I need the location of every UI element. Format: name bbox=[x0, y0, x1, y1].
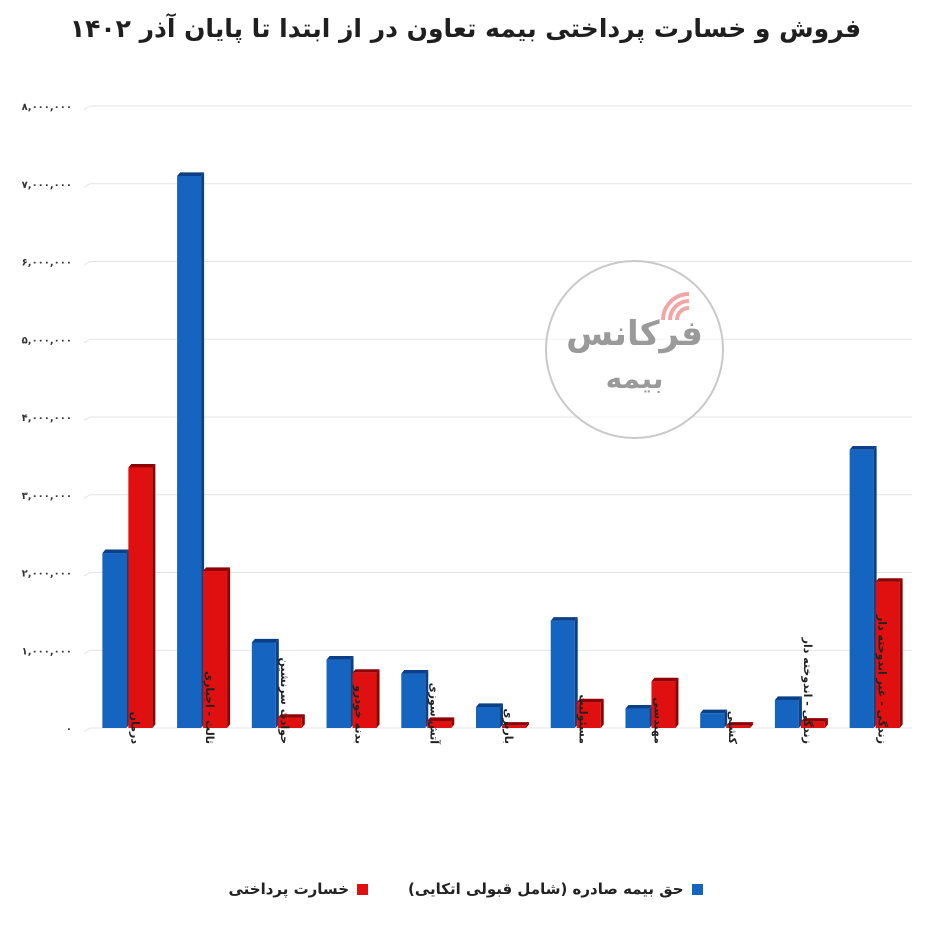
y-tick-label: ۱,۰۰۰,۰۰۰ bbox=[22, 646, 72, 657]
y-tick-label: ۳,۰۰۰,۰۰۰ bbox=[22, 491, 72, 502]
bar-premium bbox=[177, 172, 205, 729]
bar-premium bbox=[550, 617, 578, 728]
watermark-line2: بیمه bbox=[605, 362, 664, 395]
chart-title: فروش و خسارت پرداختی بیمه تعاون در از اب… bbox=[69, 14, 862, 43]
gridline-depth bbox=[83, 261, 91, 266]
y-tick-label: ۵,۰۰۰,۰۰۰ bbox=[22, 335, 72, 346]
bar-premium bbox=[700, 709, 728, 728]
x-category-label: ثالث - اجباری bbox=[203, 671, 216, 744]
x-category-label: بدنه خودرو bbox=[353, 684, 366, 744]
legend-swatch-claims bbox=[357, 883, 369, 895]
gridline-depth bbox=[83, 572, 91, 577]
bars bbox=[102, 172, 903, 729]
bar-premium bbox=[625, 704, 653, 728]
bar-claims bbox=[726, 722, 754, 728]
watermark-line1: فرکانس bbox=[566, 314, 703, 354]
x-category-label: مهندسی bbox=[651, 697, 664, 744]
bar-premium bbox=[326, 655, 354, 728]
x-category-label: حوادث سرنشین bbox=[278, 658, 291, 745]
y-axis-ticks: ۰ ۱,۰۰۰,۰۰۰ ۲,۰۰۰,۰۰۰ ۳,۰۰۰,۰۰۰ ۴,۰۰۰,۰۰۰ ۵,۰… bbox=[22, 102, 72, 735]
bar-claims bbox=[352, 669, 380, 728]
bar-premium bbox=[774, 696, 802, 728]
x-axis-categories: درمان ثالث - اجباری حوادث سرنشین بدنه خودرو… bbox=[128, 614, 888, 745]
x-category-label: زندگی - اندوخته دار bbox=[801, 637, 814, 744]
y-tick-label: ۰ bbox=[66, 724, 72, 735]
legend-item-claims: خسارت پرداختی bbox=[228, 880, 369, 898]
x-category-label: آتش سوزی bbox=[427, 683, 441, 745]
bar-premium bbox=[849, 446, 877, 728]
signal-icon bbox=[661, 292, 690, 321]
y-tick-label: ۸,۰۰۰,۰۰۰ bbox=[22, 102, 72, 113]
x-category-label: زندگی - غیر اندوخته دار bbox=[876, 614, 889, 744]
bar-premium bbox=[102, 549, 130, 728]
gridline-depth bbox=[83, 494, 91, 499]
legend: حق بیمه صادره (شامل قبولی اتکایی) خسارت … bbox=[0, 880, 931, 898]
gridline-depth bbox=[83, 416, 91, 422]
bar-premium bbox=[251, 638, 279, 728]
legend-label-premium: حق بیمه صادره (شامل قبولی اتکایی) bbox=[408, 880, 684, 898]
bar-claims bbox=[128, 463, 156, 728]
bar-claims bbox=[576, 698, 604, 728]
gridline-depth bbox=[83, 727, 91, 733]
bar-claims bbox=[875, 578, 903, 728]
gridline-depth bbox=[83, 105, 91, 111]
x-category-label: کشتی bbox=[726, 711, 739, 745]
legend-label-claims: خسارت پرداختی bbox=[228, 880, 350, 898]
bar-claims bbox=[277, 714, 305, 728]
x-category-label: باربری bbox=[502, 708, 515, 744]
bar-claims bbox=[651, 677, 679, 728]
x-category-label: درمان bbox=[128, 712, 141, 745]
bar-claims bbox=[203, 567, 231, 728]
gridline-depth bbox=[83, 183, 91, 188]
bar-premium bbox=[476, 703, 503, 728]
watermark-logo: فرکانس بیمه bbox=[545, 260, 724, 439]
bar-claims bbox=[427, 717, 455, 728]
gridline-depth bbox=[83, 338, 91, 344]
y-tick-label: ۶,۰۰۰,۰۰۰ bbox=[22, 258, 72, 269]
legend-swatch-premium bbox=[691, 883, 703, 895]
legend-item-premium: حق بیمه صادره (شامل قبولی اتکایی) bbox=[408, 880, 703, 898]
y-tick-label: ۴,۰۰۰,۰۰۰ bbox=[22, 413, 72, 424]
y-tick-label: ۷,۰۰۰,۰۰۰ bbox=[22, 180, 72, 191]
y-tick-label: ۲,۰۰۰,۰۰۰ bbox=[22, 569, 72, 580]
bar-claims bbox=[800, 718, 828, 728]
bar-premium bbox=[401, 669, 429, 728]
bar-claims bbox=[502, 722, 529, 728]
gridline-depth bbox=[83, 649, 91, 655]
x-category-label: مسئولیت bbox=[577, 694, 590, 744]
